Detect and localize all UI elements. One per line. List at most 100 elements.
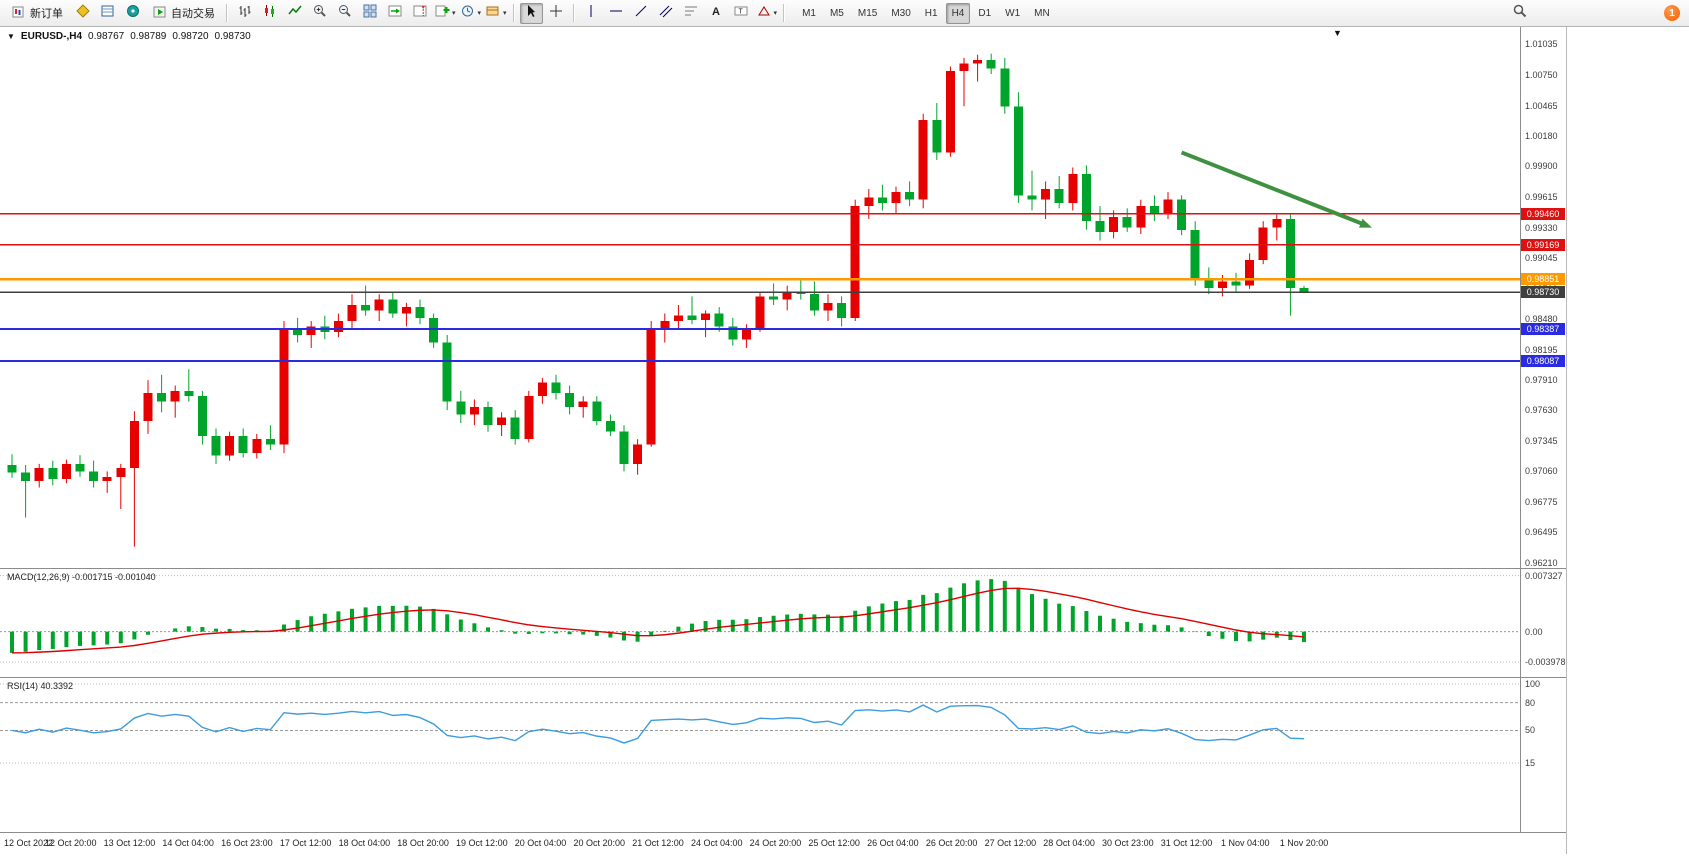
time-label: 13 Oct 12:00 — [103, 838, 156, 848]
timeframe-h1[interactable]: H1 — [924, 7, 938, 19]
candle — [578, 401, 588, 407]
chevron-down-icon: ▾ — [452, 10, 456, 17]
rsi-axis-label: 80 — [1525, 697, 1536, 708]
candle — [374, 299, 384, 311]
time-axis[interactable]: 12 Oct 2022 12 Oct 20:00 13 Oct 12:00 14 Oc… — [0, 832, 1566, 854]
svg-text:A: A — [712, 6, 720, 18]
navigator-button[interactable] — [121, 3, 144, 24]
candle — [592, 401, 602, 421]
time-label: 1 Nov 04:00 — [1220, 838, 1270, 848]
market-watch-button[interactable] — [96, 3, 119, 24]
candle — [986, 60, 996, 69]
new-order-label: 新订单 — [30, 8, 63, 20]
zoom-out-button[interactable] — [333, 3, 356, 24]
candle — [755, 296, 765, 329]
bar-chart-icon — [237, 3, 253, 24]
macd-signal-line — [11, 587, 1305, 654]
macd-axis-label: 0.007327 — [1525, 570, 1563, 581]
trend-arrow[interactable] — [1180, 150, 1368, 228]
candle — [809, 294, 819, 311]
rsi-label: RSI(14) 40.3392 — [7, 681, 74, 691]
chart-shift-button[interactable] — [408, 3, 431, 24]
price-tick: 0.96210 — [1525, 557, 1558, 568]
candle — [510, 417, 520, 440]
text-button[interactable]: A — [705, 3, 728, 24]
trendline-button[interactable] — [630, 3, 653, 24]
price-tick: 1.00180 — [1525, 131, 1558, 142]
window-menu-icon[interactable]: ▼ — [7, 32, 15, 41]
candle — [714, 313, 724, 327]
candle — [1285, 219, 1295, 288]
low-value: 0.98720 — [172, 31, 209, 42]
candle — [1177, 199, 1187, 230]
candle — [21, 472, 31, 482]
candle — [646, 328, 656, 445]
price-tag: 0.98851 — [1521, 273, 1565, 286]
price-tick: 1.01035 — [1525, 39, 1558, 50]
timeframe-m5[interactable]: M5 — [829, 7, 844, 19]
rsi-axis-label: 15 — [1525, 758, 1536, 768]
timeframe-h4[interactable]: H4 — [945, 2, 971, 24]
candle — [605, 420, 615, 432]
candle — [211, 435, 221, 456]
candle — [945, 70, 955, 153]
candle — [891, 192, 901, 203]
timeframe-m1[interactable]: M1 — [802, 7, 816, 19]
chevron-down-icon: ▾ — [503, 10, 507, 17]
toolbar: 新订单 自动交易 ▾ ▾ — [0, 0, 1689, 27]
vertical-line-button[interactable] — [580, 3, 603, 24]
zoom-in-button[interactable] — [308, 3, 331, 24]
symbol-header: ▼ EURUSD-,H4 0.98767 0.98789 0.98720 0.9… — [7, 31, 251, 42]
auto-trading-button[interactable]: 自动交易 — [146, 3, 221, 24]
candle — [905, 192, 915, 200]
horizontal-line-button[interactable] — [605, 3, 628, 24]
chart-canvas[interactable] — [0, 27, 1520, 832]
periods-button[interactable]: ▾ — [459, 3, 483, 24]
candle — [741, 328, 751, 340]
panel-divider[interactable] — [0, 568, 1566, 569]
toolbar-separator — [572, 4, 575, 22]
candle — [1000, 68, 1010, 107]
new-chart-button[interactable]: ▾ — [433, 3, 457, 24]
candle — [415, 307, 425, 318]
auto-scroll-button[interactable] — [383, 3, 406, 24]
cursor-button[interactable] — [519, 2, 543, 24]
price-axis[interactable]: 1.01035 1.00750 1.00465 1.00180 0.99900 0.996… — [1520, 27, 1566, 832]
rsi-line — [11, 704, 1305, 744]
candle — [34, 468, 44, 482]
panel-divider[interactable] — [0, 677, 1566, 678]
search-button[interactable] — [1508, 3, 1531, 24]
new-order-button[interactable]: 新订单 — [5, 3, 69, 24]
price-tick: 1.00465 — [1525, 100, 1558, 111]
crosshair-button[interactable] — [545, 3, 568, 24]
notification-badge[interactable]: 1 — [1664, 5, 1680, 21]
channel-button[interactable] — [655, 3, 678, 24]
timeframe-m30[interactable]: M30 — [891, 7, 911, 19]
tile-windows-button[interactable] — [358, 3, 381, 24]
candle — [442, 342, 452, 402]
trend-arrow-head[interactable] — [1359, 218, 1372, 228]
templates-button[interactable]: ▾ — [484, 3, 508, 24]
bar-chart-button[interactable] — [233, 3, 256, 24]
candle — [701, 313, 711, 320]
shapes-button[interactable]: ▾ — [755, 3, 779, 24]
clock-icon — [460, 3, 476, 24]
chart-shift-marker[interactable]: ▼ — [1333, 28, 1342, 38]
label-button[interactable]: T — [730, 3, 753, 24]
rsi-axis-label: 50 — [1525, 725, 1536, 736]
time-label: 12 Oct 2022 — [4, 838, 54, 848]
time-label: 18 Oct 04:00 — [338, 838, 391, 848]
timeframe-d1[interactable]: D1 — [978, 7, 992, 19]
candle — [48, 468, 58, 479]
candle — [293, 328, 303, 336]
candle — [1272, 219, 1282, 228]
indicators-button[interactable] — [71, 3, 94, 24]
timeframe-m15[interactable]: M15 — [857, 7, 878, 19]
timeframe-w1[interactable]: W1 — [1005, 7, 1021, 19]
timeframe-mn[interactable]: MN — [1034, 7, 1050, 19]
fibonacci-button[interactable] — [680, 3, 703, 24]
auto-trading-icon — [152, 4, 168, 23]
line-chart-button[interactable] — [283, 3, 306, 24]
price-tick: 0.97630 — [1525, 405, 1558, 416]
candlestick-chart-button[interactable] — [258, 3, 281, 24]
